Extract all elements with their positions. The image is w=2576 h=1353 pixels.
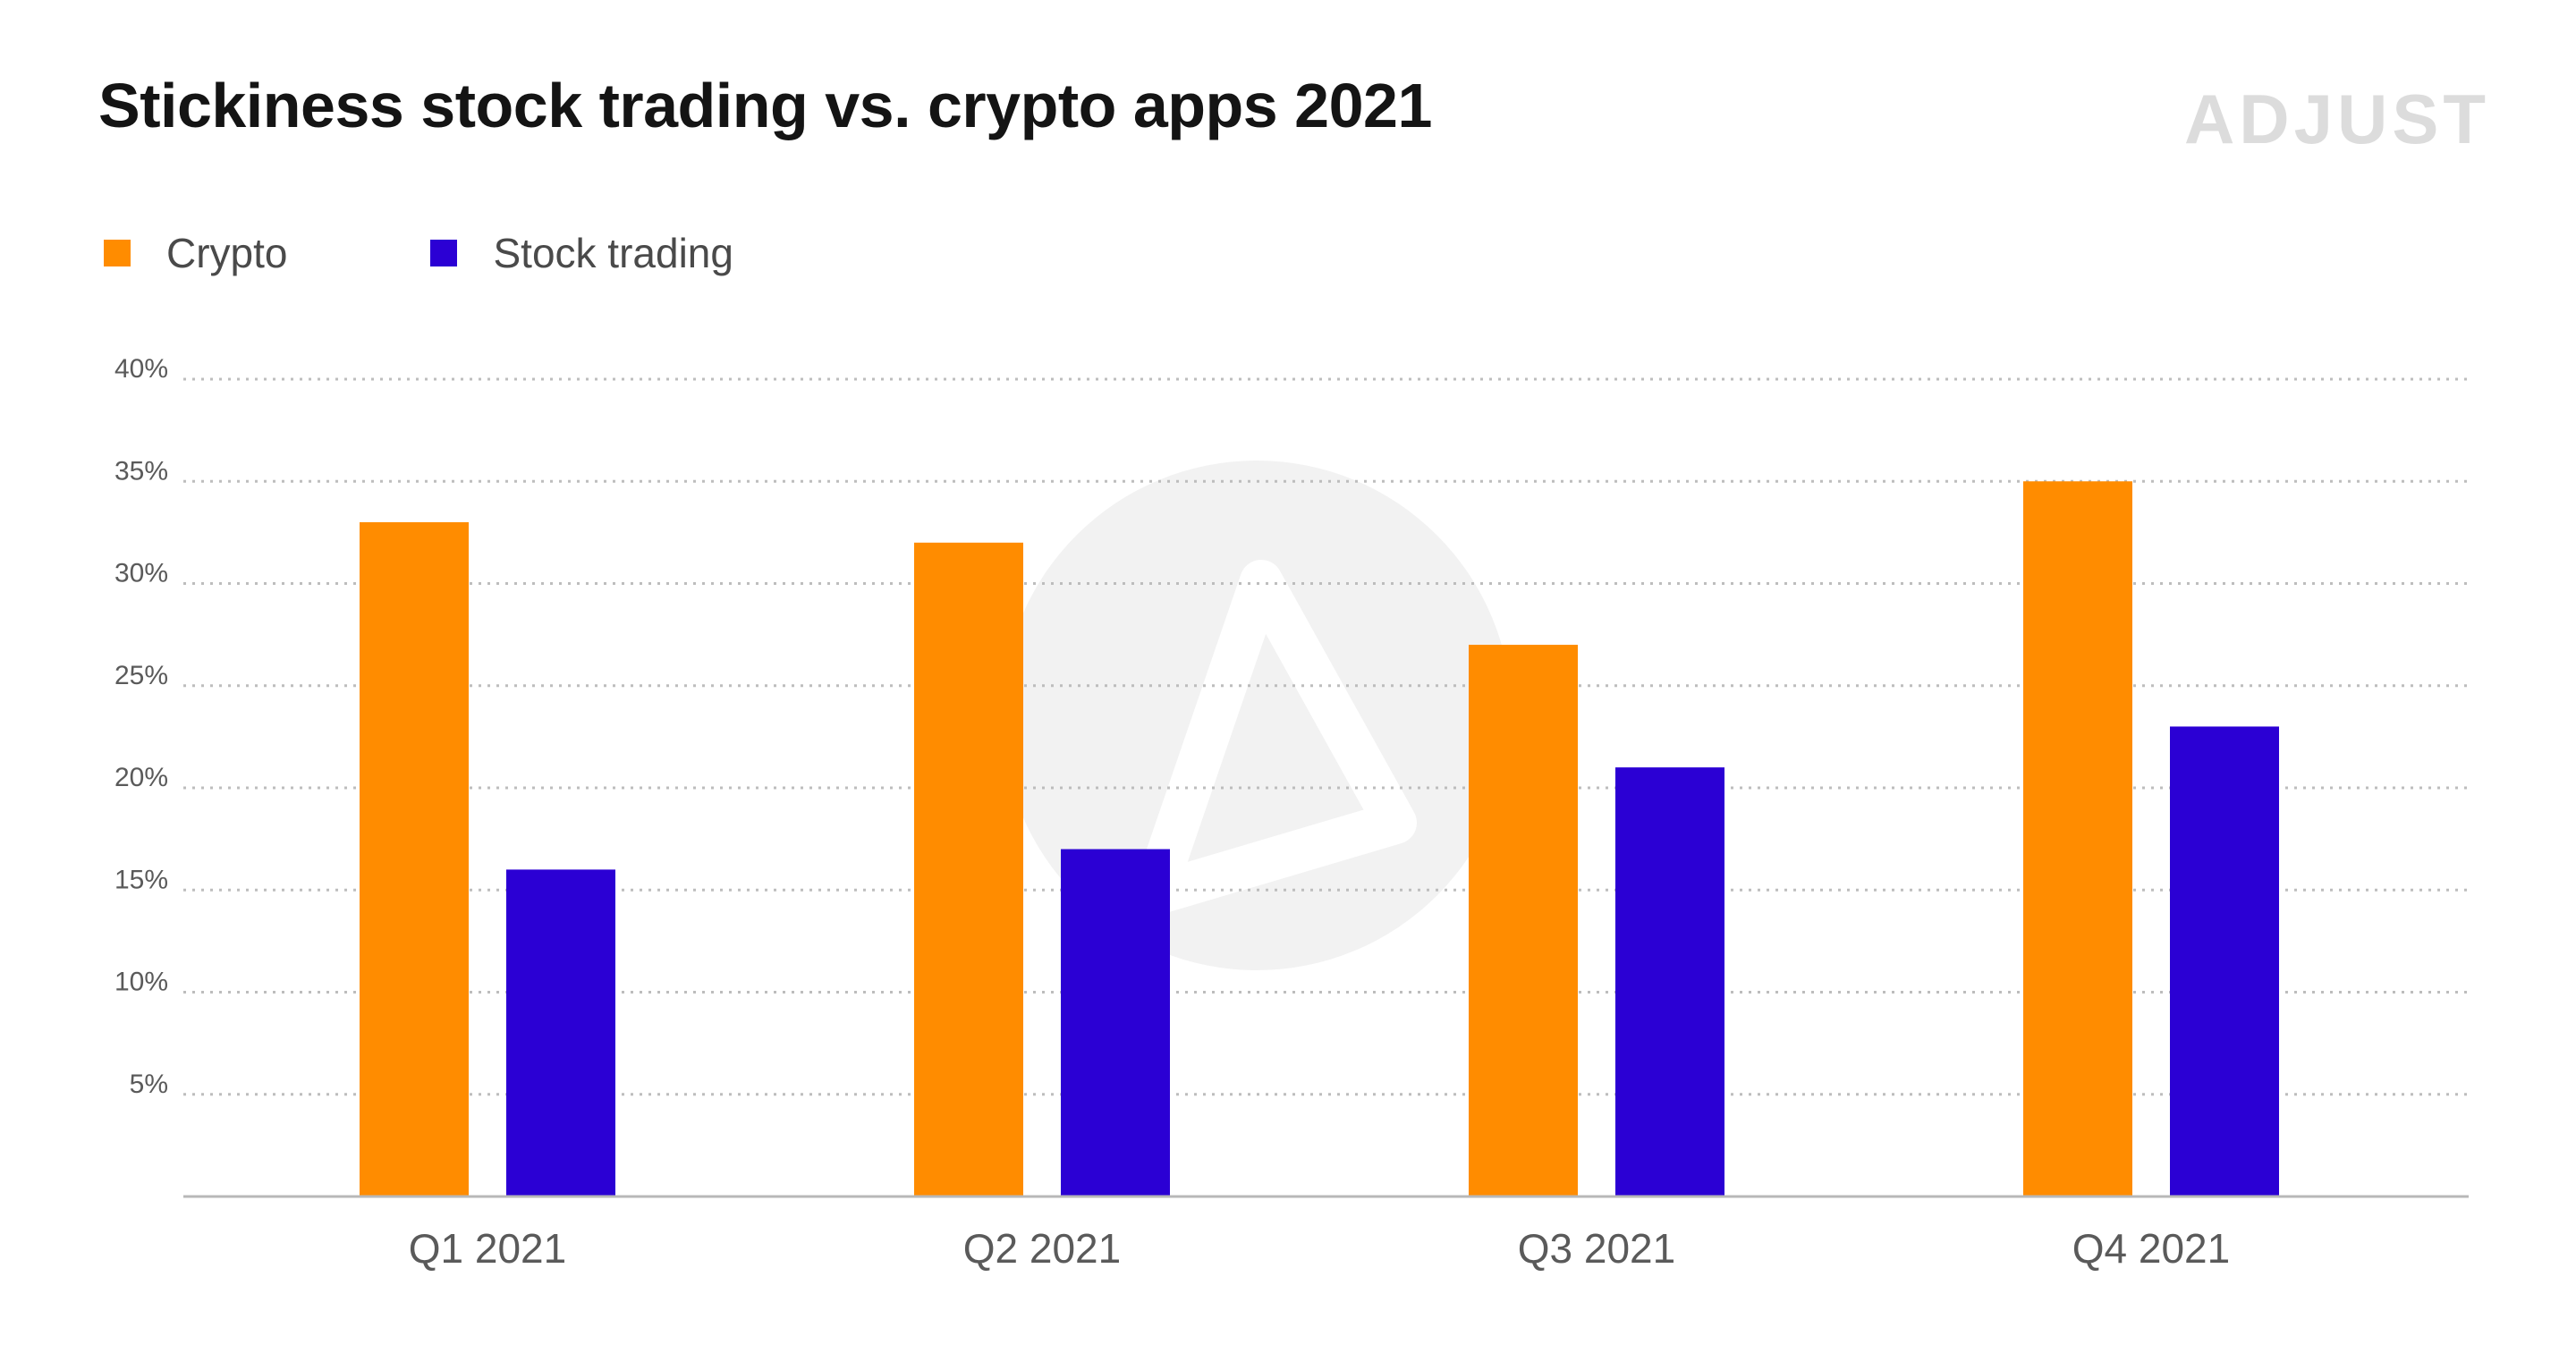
x-tick-label: Q3 2021 <box>1518 1225 1675 1272</box>
bar-crypto-3 <box>1469 645 1578 1197</box>
watermark-logo-mark-icon <box>1132 560 1417 916</box>
bar-stock-trading-2 <box>1061 849 1170 1197</box>
x-tick-label: Q4 2021 <box>2072 1225 2230 1272</box>
x-tick-label: Q2 2021 <box>963 1225 1121 1272</box>
y-tick-label: 25% <box>114 661 168 690</box>
y-tick-label: 20% <box>114 763 168 792</box>
legend-item-stock-trading: Stock trading <box>430 229 733 277</box>
bar-stock-trading-1 <box>506 869 615 1197</box>
bar-crypto-2 <box>914 542 1023 1197</box>
y-tick-label: 5% <box>130 1070 168 1099</box>
legend: Crypto Stock trading <box>104 229 733 277</box>
legend-label-stock-trading: Stock trading <box>493 230 733 276</box>
y-tick-label: 15% <box>114 865 168 894</box>
y-tick-label: 30% <box>114 559 168 588</box>
y-tick-label: 10% <box>114 968 168 997</box>
bar-stock-trading-4 <box>2170 726 2279 1197</box>
bar-crypto-1 <box>360 521 469 1197</box>
y-tick-label: 40% <box>114 354 168 384</box>
brand-logo: ADJUST <box>2183 80 2490 158</box>
bar-crypto-4 <box>2023 481 2132 1197</box>
legend-label-crypto: Crypto <box>166 230 288 276</box>
legend-swatch-crypto <box>104 240 131 266</box>
chart-title: Stickiness stock trading vs. crypto apps… <box>98 71 1432 140</box>
x-tick-label: Q1 2021 <box>409 1225 566 1272</box>
bar-stock-trading-3 <box>1615 767 1724 1197</box>
legend-item-crypto: Crypto <box>104 229 287 277</box>
legend-swatch-stock-trading <box>430 240 458 266</box>
y-tick-label: 35% <box>114 456 168 486</box>
